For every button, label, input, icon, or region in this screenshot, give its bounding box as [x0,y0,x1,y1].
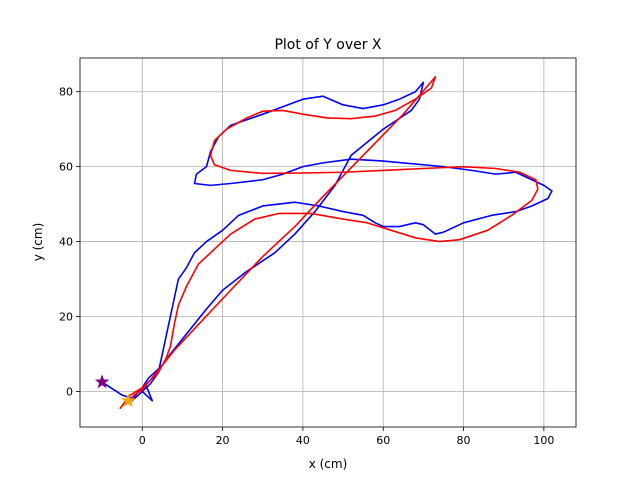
y-tick-label: 0 [66,385,73,398]
x-axis: 0 20 40 60 80 100 [139,427,554,447]
y-axis-label: y (cm) [31,223,45,262]
x-tick-label: 80 [457,434,471,447]
x-tick-label: 100 [533,434,554,447]
x-axis-label: x (cm) [309,457,348,471]
series-layer [101,75,553,410]
x-tick-label: 60 [376,434,390,447]
plot-frame [79,57,577,428]
y-tick-label: 60 [59,161,73,174]
x-tick-label: 40 [296,434,310,447]
y-tick-label: 40 [59,236,73,249]
chart-title: Plot of Y over X [274,37,381,53]
markers-layer [94,374,136,408]
star-marker-1 [94,374,110,389]
y-axis: 0 20 40 60 80 [59,86,80,398]
star-marker-2 [120,393,136,408]
series-line-1 [101,81,553,402]
series-line-2 [119,75,539,410]
x-tick-label: 20 [216,434,230,447]
y-tick-label: 80 [59,86,73,99]
y-tick-label: 20 [59,310,73,323]
x-tick-label: 0 [139,434,146,447]
